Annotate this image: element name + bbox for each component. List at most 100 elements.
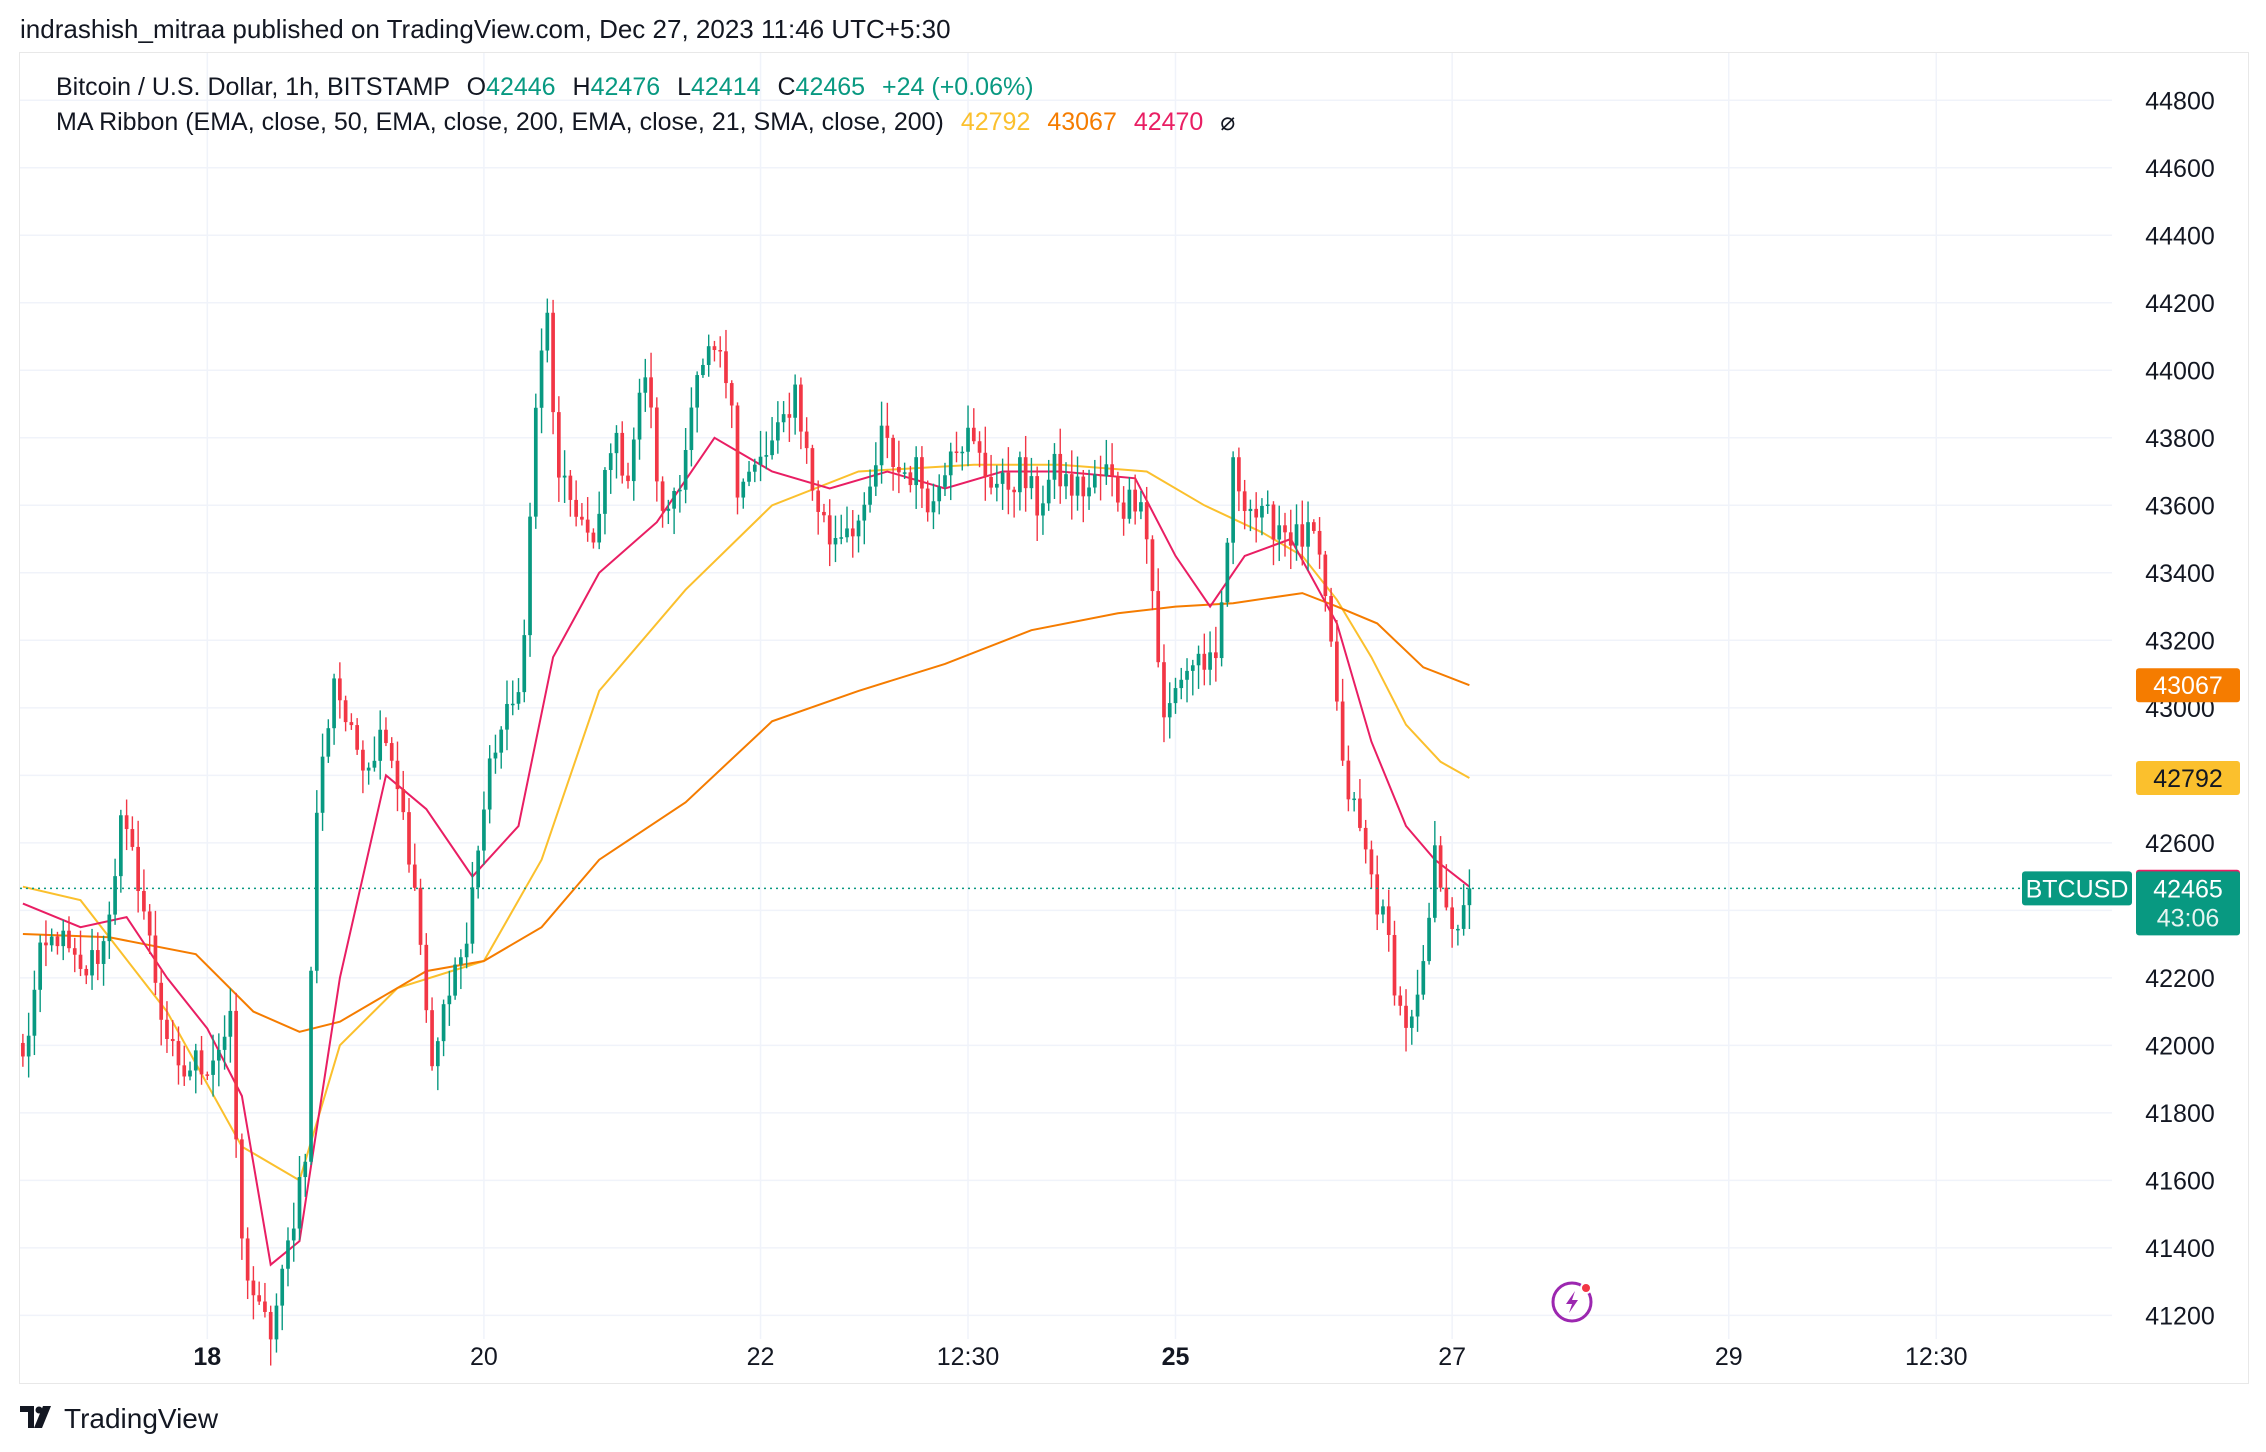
candle-body [850,528,855,537]
candle-body [580,516,584,520]
candle [1288,509,1293,570]
candle [574,480,578,527]
candle-body [678,489,682,492]
candle-body [1150,539,1155,592]
candle [176,1026,181,1085]
candle [170,1020,175,1057]
candle [1052,443,1057,499]
candle-body [1288,532,1293,546]
candle-body [741,481,746,498]
open-label: O [466,73,487,101]
candle-body [1231,457,1235,543]
candle [1329,587,1333,647]
candle-body [1144,502,1149,540]
candle-body [920,457,924,489]
candle-body [1069,474,1074,496]
candle-body [119,815,123,877]
candle-body [654,407,659,482]
candle-body [418,887,423,945]
chart-panel[interactable]: 4120041400416004180042000422004240042600… [19,52,2249,1384]
candle [897,440,901,494]
candle [1358,779,1362,832]
candle-body [1173,688,1178,704]
candle [1196,645,1201,689]
candle [1133,474,1138,525]
hidden-series-icon[interactable]: ⌀ [1220,108,1236,136]
candle [482,791,486,865]
candle [72,937,77,973]
candle [1467,869,1472,930]
candle-body [839,537,844,539]
candle-body [84,968,89,976]
ma-legend[interactable]: MA Ribbon (EMA, close, 50, EMA, close, 2… [56,107,1235,137]
ema200-value: 43067 [1047,108,1117,136]
candle [1081,470,1086,523]
candle [1438,836,1443,892]
candle [626,462,630,489]
price-tick-label: 41400 [2145,1235,2215,1263]
candle-body [1058,453,1063,487]
candle-body [1438,845,1443,888]
candle [395,741,400,812]
candle-body [355,725,359,750]
candle [314,790,319,984]
candle [216,1033,221,1087]
candle-body [620,432,625,476]
candle-body [683,450,688,490]
candle [303,1153,308,1197]
candle-body [499,729,504,753]
candle-body [49,936,54,946]
candle [222,1015,227,1070]
candle [689,387,694,467]
symbol-legend[interactable]: Bitcoin / U.S. Dollar, 1h, BITSTAMP O424… [56,73,1034,102]
candle [1306,501,1310,571]
candle-body [378,729,383,761]
candle [1461,884,1466,936]
candle-body [1346,760,1351,800]
candle-body [971,427,976,442]
candle-body [21,1042,25,1057]
candle-body [879,425,884,466]
price-tick-label: 42200 [2145,965,2215,993]
open-value: 42446 [486,73,556,101]
candle [1167,682,1172,739]
candle [891,434,895,491]
candle [1208,631,1212,686]
candle-body [1127,489,1132,519]
candle-body [701,364,705,376]
footer-brand[interactable]: TradingView [20,1402,218,1436]
candle-body [90,950,94,976]
candle [1427,902,1431,965]
candle [291,1202,296,1262]
candle-body [1162,662,1166,718]
candle-body [1352,798,1356,801]
candle-body [539,350,544,408]
candle-body [1098,474,1103,477]
candle-body [522,635,527,693]
price-chart[interactable]: 4120041400416004180042000422004240042600… [20,53,2248,1383]
candle [21,1033,25,1067]
candle-body [147,911,152,936]
candle-body [822,511,826,516]
candle-body [562,475,567,478]
candle [943,462,947,496]
close-label: C [777,73,796,101]
candle [1058,428,1063,504]
candle [240,1133,244,1260]
candle-body [989,476,993,488]
lightning-icon[interactable] [1551,1281,1593,1323]
candle-body [205,1074,210,1076]
candle [1041,485,1045,535]
low-value: 42414 [691,73,761,101]
candle [654,397,659,502]
ma-price-tag-bg [2136,761,2240,796]
price-tick-label: 41600 [2145,1167,2215,1195]
candle [1335,619,1339,711]
candle-body [752,464,757,472]
candle-body [608,453,613,470]
candle-body [724,351,728,384]
candle-body [165,1019,169,1039]
candle [551,299,555,435]
candle [920,446,924,508]
candle-body [1409,1016,1414,1028]
